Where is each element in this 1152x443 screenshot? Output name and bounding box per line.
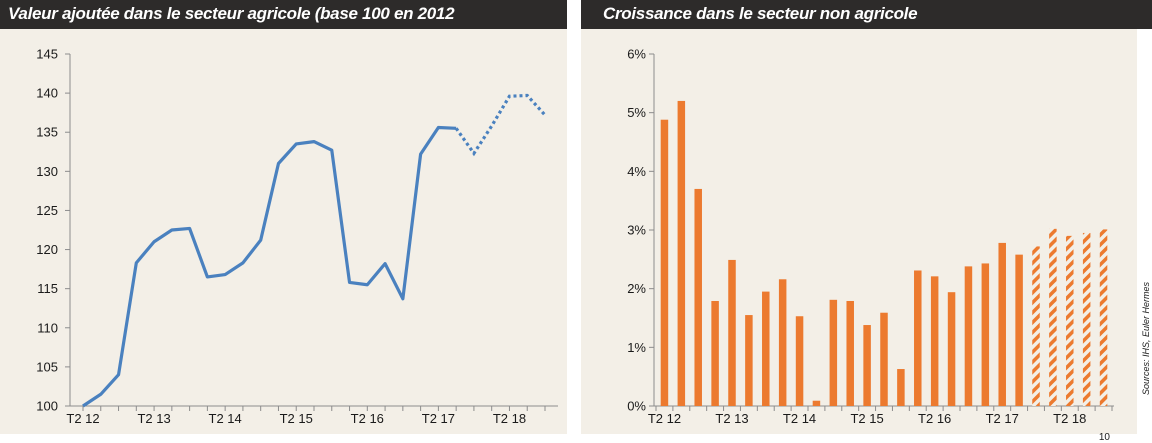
series-line-forecast xyxy=(454,93,547,157)
left-chart-header: Valeur ajoutée dans le secteur agricole … xyxy=(0,0,567,29)
y-tick-label: 2% xyxy=(627,281,646,296)
x-tick-label: T2 15 xyxy=(280,411,313,426)
y-tick-label: 135 xyxy=(36,125,58,140)
source-note: Sources: IHS, Euler Hermes xyxy=(1141,281,1151,395)
bar xyxy=(947,292,956,406)
x-tick-label: T2 13 xyxy=(715,411,748,426)
y-tick-label: 140 xyxy=(36,86,58,101)
y-tick-label: 100 xyxy=(36,399,58,414)
y-tick-label: 5% xyxy=(627,105,646,120)
x-tick-label: T2 17 xyxy=(422,411,455,426)
bar xyxy=(711,300,719,406)
x-tick-label: T2 16 xyxy=(918,411,951,426)
x-tick-label: T2 12 xyxy=(648,411,681,426)
bar-forecast xyxy=(1082,232,1091,406)
bar xyxy=(660,119,669,406)
y-tick-label: 105 xyxy=(36,359,58,374)
right-chart-header: Croissance dans le secteur non agricole xyxy=(581,0,1152,29)
y-tick-label: 130 xyxy=(36,164,58,179)
x-tick-label: T2 13 xyxy=(137,411,170,426)
bar xyxy=(880,312,888,406)
x-tick-label: T2 14 xyxy=(209,411,242,426)
bar xyxy=(677,100,686,406)
bar xyxy=(981,263,990,406)
x-tick-label: T2 16 xyxy=(351,411,384,426)
left-chart-title: Valeur ajoutée dans le secteur agricole … xyxy=(8,4,455,23)
y-tick-label: 120 xyxy=(36,242,58,257)
bar xyxy=(778,279,787,406)
bar xyxy=(897,369,905,406)
page-number: 10 xyxy=(1098,432,1110,443)
y-tick-label: 145 xyxy=(36,47,58,62)
non-agricultural-bar-chart: 0% 1% 2% 3% 4% 5% 6% T2 12 T2 13 T2 14 T2 15 T2 16 T… xyxy=(627,47,1114,426)
bar xyxy=(745,315,753,406)
y-tick-label: 115 xyxy=(37,281,58,296)
x-tick-label: T2 12 xyxy=(66,411,99,426)
y-tick-label: 4% xyxy=(627,164,646,179)
x-tick-label: T2 14 xyxy=(783,411,816,426)
bar-forecast xyxy=(1032,246,1040,406)
x-tick-label: T2 15 xyxy=(850,411,883,426)
y-tick-label: 6% xyxy=(627,47,646,62)
bar xyxy=(762,291,770,406)
bar xyxy=(863,325,871,406)
series-line-actual xyxy=(82,125,457,408)
y-tick-label: 110 xyxy=(37,320,58,335)
bar xyxy=(795,316,804,406)
bar xyxy=(1015,254,1023,406)
agricultural-line-chart: 100 105 110 115 120 125 130 135 140 145 T2 12 T2 13… xyxy=(36,47,558,426)
agricultural-chart-area: 100 105 110 115 120 125 130 135 140 145 T2 12 T2 13… xyxy=(0,29,567,434)
bar xyxy=(930,276,939,406)
non-agricultural-chart-area: 0% 1% 2% 3% 4% 5% 6% T2 12 T2 13 T2 14 T2 15 T2 16 T… xyxy=(581,29,1137,434)
bar xyxy=(998,242,1006,406)
bar-forecast xyxy=(1066,235,1074,406)
bar xyxy=(812,400,821,406)
bar xyxy=(728,259,736,406)
bar xyxy=(846,300,854,406)
y-tick-label: 125 xyxy=(36,203,58,218)
bar-forecast xyxy=(1049,228,1057,406)
bar xyxy=(694,188,702,406)
x-tick-label: T2 18 xyxy=(1053,411,1086,426)
x-tick-label: T2 17 xyxy=(986,411,1019,426)
bar xyxy=(829,299,838,406)
y-tick-label: 3% xyxy=(627,223,646,238)
y-tick-label: 0% xyxy=(627,399,646,414)
right-chart-title: Croissance dans le secteur non agricole xyxy=(603,4,918,23)
bar xyxy=(914,270,922,406)
x-tick-label: T2 18 xyxy=(493,411,526,426)
bar xyxy=(964,266,973,406)
y-tick-label: 1% xyxy=(627,340,646,355)
bar-forecast xyxy=(1099,229,1108,406)
